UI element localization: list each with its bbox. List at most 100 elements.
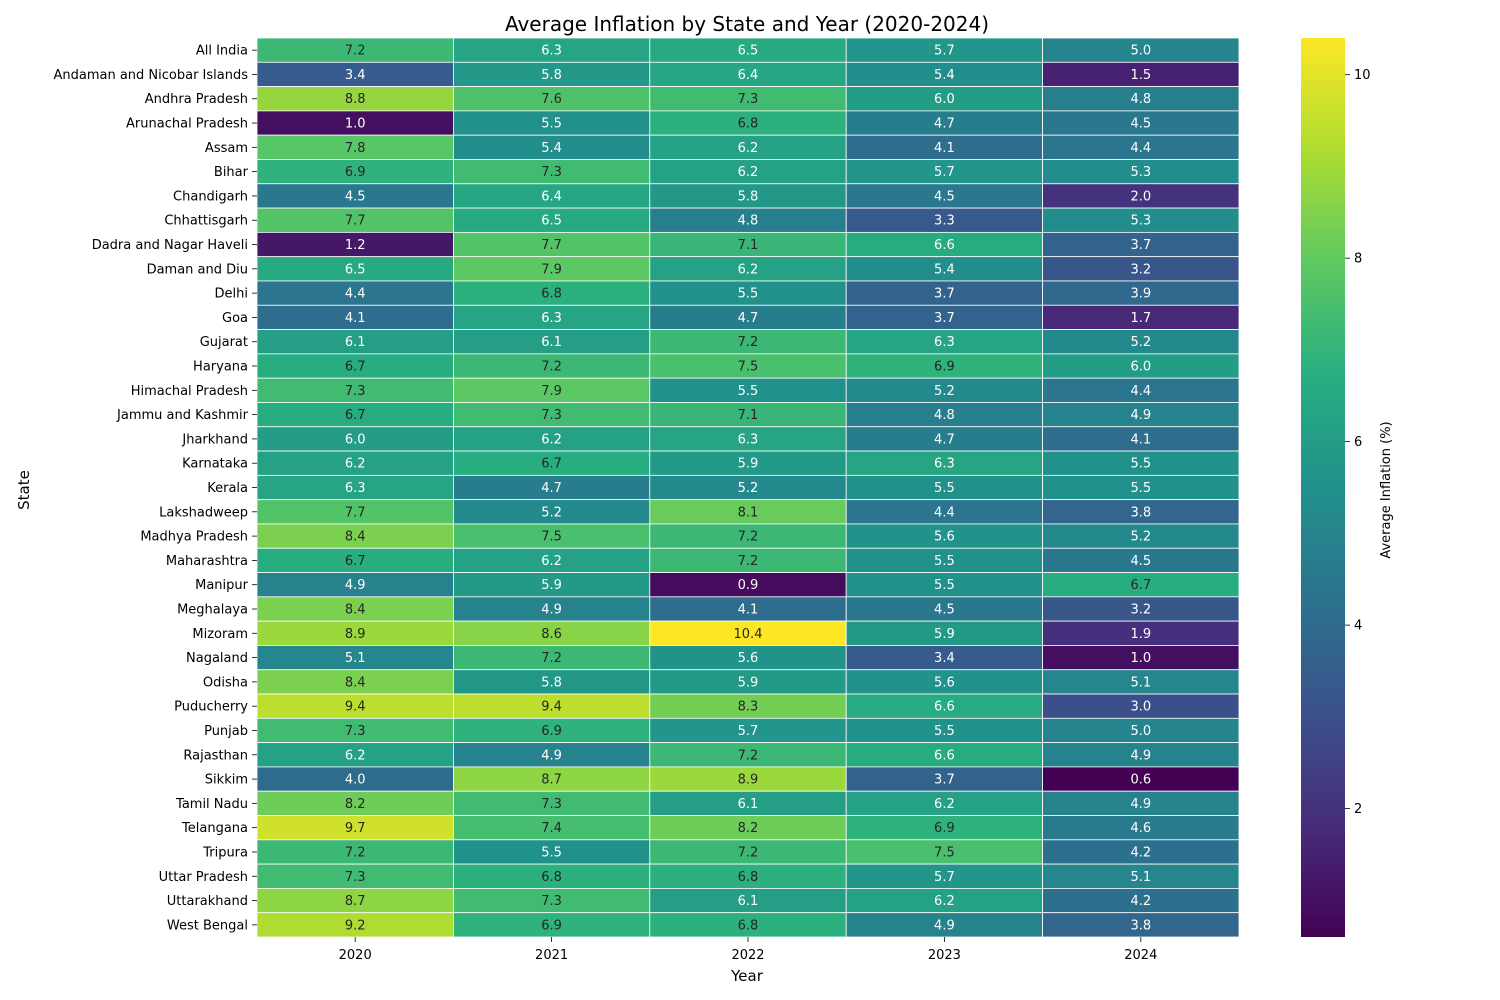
heatmap-cell [649,256,847,282]
cell-value-label: 6.5 [541,214,562,229]
heatmap-cell [452,159,651,185]
heatmap-cell [1042,450,1240,476]
heatmap-cell [649,888,847,914]
cell-value-label: 4.4 [1130,384,1151,399]
heatmap-cell [845,329,1044,355]
cell-value-label: 7.5 [541,530,562,545]
cell-value-label: 5.5 [541,117,562,132]
heatmap-cell [1042,353,1240,379]
heatmap-cell [256,353,454,379]
heatmap-cell [256,596,454,622]
heatmap-cell [452,37,651,63]
heatmap-cell [452,353,651,379]
cell-value-label: 4.5 [934,189,955,204]
year-label: 2023 [928,948,961,963]
cell-value-label: 7.3 [345,384,366,399]
heatmap-cell [845,207,1044,233]
cell-value-label: 8.9 [345,627,366,642]
heatmap-cell [649,61,847,87]
cell-value-label: 5.5 [541,845,562,860]
heatmap-cell [649,353,847,379]
state-label: Rajasthan [183,748,248,763]
cell-value-label: 8.4 [345,675,366,690]
heatmap-cell [452,790,651,816]
heatmap-cell [845,523,1044,549]
cell-value-label: 6.9 [934,821,955,836]
cell-value-label: 4.0 [345,773,366,788]
cell-value-label: 5.0 [1130,44,1151,59]
cell-value-label: 4.7 [541,481,562,496]
heatmap-cell [1042,766,1240,792]
cell-value-label: 8.2 [738,821,759,836]
heatmap-cell [256,669,454,695]
cell-value-label: 6.2 [541,554,562,569]
cell-value-label: 4.6 [1130,821,1151,836]
cell-value-label: 4.9 [345,578,366,593]
heatmap-cell [256,790,454,816]
heatmap-cell [845,669,1044,695]
heatmap-cell [845,766,1044,792]
cell-value-label: 5.6 [934,530,955,545]
heatmap-cell [452,888,651,914]
cell-value-label: 4.9 [541,602,562,617]
heatmap-cell [256,766,454,792]
heatmap-cell [845,450,1044,476]
cell-value-label: 7.3 [541,894,562,909]
state-label: West Bengal [167,918,248,933]
heatmap-cell [845,426,1044,452]
cell-value-label: 7.7 [345,505,366,520]
cell-value-label: 7.1 [738,238,759,253]
heatmap-cell [1042,134,1240,160]
cell-value-label: 0.6 [1130,773,1151,788]
cell-value-label: 8.4 [345,602,366,617]
cell-value-label: 5.6 [738,651,759,666]
cell-value-label: 5.5 [738,384,759,399]
cell-value-label: 7.2 [738,748,759,763]
cell-value-label: 3.7 [934,311,955,326]
cell-value-label: 6.8 [738,918,759,933]
cell-value-label: 5.2 [934,384,955,399]
year-label: 2022 [731,948,764,963]
cell-value-label: 9.2 [345,918,366,933]
state-label: Mizoram [192,627,248,642]
cell-value-label: 3.0 [1130,700,1151,715]
cell-value-label: 7.8 [345,141,366,156]
state-label: All India [196,44,248,59]
cell-value-label: 4.7 [934,117,955,132]
heatmap-cell [1042,790,1240,816]
cell-value-label: 4.2 [1130,894,1151,909]
heatmap-cell [1042,499,1240,525]
heatmap-cell [1042,474,1240,501]
cell-value-label: 4.7 [738,311,759,326]
state-label: Himachal Pradesh [131,384,248,399]
year-label: 2020 [339,948,372,963]
cell-value-label: 6.2 [934,797,955,812]
heatmap-cell [1042,280,1240,306]
heatmap-cell [1042,547,1240,573]
cell-value-label: 5.7 [934,44,955,59]
cell-value-label: 4.8 [1130,92,1151,107]
cell-value-label: 3.7 [934,287,955,302]
cell-value-label: 6.6 [934,700,955,715]
cell-value-label: 9.4 [345,700,366,715]
heatmap-cell [649,863,847,889]
cell-value-label: 7.5 [934,845,955,860]
cell-value-label: 4.5 [1130,117,1151,132]
heatmap-cell [845,377,1044,403]
cell-value-label: 4.5 [934,602,955,617]
cell-value-label: 4.1 [345,311,366,326]
heatmap-cell [1042,693,1240,719]
cell-value-label: 3.7 [934,773,955,788]
cell-value-label: 5.7 [738,724,759,739]
cell-value-label: 4.1 [1130,432,1151,447]
cell-value-label: 6.0 [1130,360,1151,375]
heatmap-cell [256,256,454,282]
state-label: Bihar [214,165,249,180]
heatmap-cell [1042,620,1240,646]
heatmap-cell [452,742,651,768]
heatmap-cell [256,134,454,160]
cell-value-label: 7.6 [541,92,562,107]
heatmap-cell [452,620,651,646]
heatmap-cell [1042,207,1240,233]
heatmap-cell [845,620,1044,646]
